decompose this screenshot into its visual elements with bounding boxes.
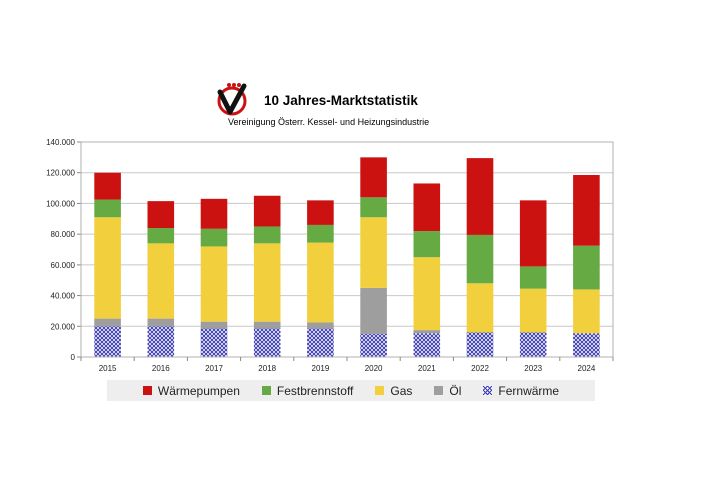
x-tick-label-2023: 2023	[524, 364, 542, 373]
bars	[94, 157, 600, 357]
bar-segment-oel-2017	[200, 321, 228, 329]
bar-segment-gas-2017	[200, 246, 228, 322]
bar-segment-oel-2020	[360, 287, 387, 334]
legend-label-gas: Gas	[390, 383, 413, 398]
x-tick-label-2018: 2018	[258, 364, 276, 373]
x-tick-label-2016: 2016	[152, 364, 170, 373]
x-tick-label-2019: 2019	[312, 364, 330, 373]
legend-item-oel: Öl	[434, 384, 461, 398]
bar-segment-waermepumpen-2020	[360, 157, 387, 198]
legend-item-waermepumpen: Wärmepumpen	[142, 383, 240, 398]
legend-swatch-oel	[434, 386, 444, 395]
bar-segment-waermepumpen-2024	[573, 175, 600, 246]
y-tick-label: 20.000	[51, 322, 76, 331]
bar-segment-gas-2016	[147, 243, 175, 319]
bar-segment-gas-2018	[253, 243, 281, 322]
bar-segment-waermepumpen-2016	[147, 201, 175, 228]
legend-swatch-gas	[375, 386, 385, 395]
bar-segment-fernwaerme-2017	[200, 328, 228, 357]
bar-segment-festbrennstoff-2015	[94, 199, 121, 218]
bar-segment-fernwaerme-2015	[94, 326, 121, 357]
y-tick-label: 40.000	[51, 292, 76, 301]
chart-subtitle: Vereinigung Österr. Kessel- und Heizungs…	[228, 117, 430, 127]
bar-segment-gas-2024	[573, 289, 600, 334]
chart-header: 10 Jahres-Marktstatistik Vereinigung Öst…	[0, 0, 707, 135]
bar-segment-waermepumpen-2019	[307, 200, 334, 225]
x-tick-label-2024: 2024	[578, 364, 596, 373]
bar-segment-fernwaerme-2021	[413, 333, 441, 357]
y-tick-label: 80.000	[51, 230, 76, 239]
bar-segment-waermepumpen-2015	[94, 172, 121, 200]
bar-segment-waermepumpen-2017	[200, 198, 228, 229]
bar-segment-gas-2019	[307, 242, 334, 323]
legend-label-waermepumpen: Wärmepumpen	[157, 383, 240, 398]
bar-segment-oel-2016	[147, 318, 175, 327]
bar-segment-festbrennstoff-2020	[360, 197, 387, 218]
legend-swatch-festbrennstoff	[261, 386, 271, 395]
chart-title: 10 Jahres-Marktstatistik	[264, 93, 418, 108]
bar-segment-fernwaerme-2018	[253, 328, 281, 357]
bar-segment-waermepumpen-2023	[519, 200, 547, 267]
bar-segment-waermepumpen-2018	[253, 195, 281, 227]
legend-label-festbrennstoff: Festbrennstoff	[276, 383, 354, 398]
bar-segment-festbrennstoff-2019	[307, 224, 334, 243]
legend-swatch-waermepumpen	[142, 386, 152, 395]
bar-segment-fernwaerme-2022	[466, 332, 494, 357]
x-tick-label-2021: 2021	[418, 364, 436, 373]
bar-segment-fernwaerme-2023	[519, 332, 547, 357]
legend-swatch-fernwaerme	[483, 386, 493, 395]
bar-segment-festbrennstoff-2018	[253, 226, 281, 244]
legend-label-fernwaerme: Fernwärme	[498, 383, 560, 398]
stacked-bar-chart: 0 20.000 40.000 60.000 80.000 100.000 120.000 1…	[46, 138, 614, 373]
bar-segment-waermepumpen-2021	[413, 183, 441, 232]
bar-segment-oel-2015	[94, 318, 121, 327]
bar-segment-fernwaerme-2019	[307, 328, 334, 357]
x-tick-label-2017: 2017	[205, 364, 223, 373]
legend-item-fernwaerme: Fernwärme	[483, 384, 559, 398]
legend-label-oel: Öl	[449, 383, 462, 398]
bar-segment-fernwaerme-2024	[573, 333, 600, 357]
bar-segment-fernwaerme-2020	[360, 333, 387, 357]
bar-segment-gas-2021	[413, 257, 441, 331]
association-logo	[217, 83, 247, 116]
y-tick-label: 140.000	[46, 138, 75, 147]
axes: 0 20.000 40.000 60.000 80.000 100.000 120.000 1…	[46, 138, 614, 373]
y-tick-label: 0	[71, 353, 76, 362]
bar-segment-festbrennstoff-2016	[147, 228, 175, 244]
bar-segment-oel-2021	[413, 330, 441, 334]
chart-legend: Wärmepumpen Festbrennstoff Gas Öl Fernwä…	[107, 380, 595, 401]
bar-segment-festbrennstoff-2024	[573, 245, 600, 290]
bar-segment-fernwaerme-2016	[147, 326, 175, 357]
bar-segment-festbrennstoff-2022	[466, 234, 494, 284]
y-tick-label: 120.000	[46, 169, 75, 178]
bar-segment-waermepumpen-2022	[466, 158, 494, 235]
bar-segment-gas-2023	[519, 288, 547, 333]
bar-segment-festbrennstoff-2021	[413, 231, 441, 258]
bar-segment-oel-2019	[307, 322, 334, 329]
y-tick-label: 100.000	[46, 199, 75, 208]
legend-item-festbrennstoff: Festbrennstoff	[261, 383, 354, 398]
bar-segment-oel-2018	[253, 321, 281, 329]
bar-segment-gas-2020	[360, 217, 387, 288]
y-tick-label: 60.000	[51, 261, 76, 270]
x-tick-label-2022: 2022	[471, 364, 489, 373]
bar-segment-gas-2015	[94, 217, 121, 319]
x-tick-label-2015: 2015	[99, 364, 117, 373]
bar-segment-festbrennstoff-2017	[200, 228, 228, 247]
x-tick-label-2020: 2020	[365, 364, 383, 373]
bar-segment-gas-2022	[466, 283, 494, 333]
legend-item-gas: Gas	[375, 384, 412, 398]
bar-segment-festbrennstoff-2023	[519, 266, 547, 289]
